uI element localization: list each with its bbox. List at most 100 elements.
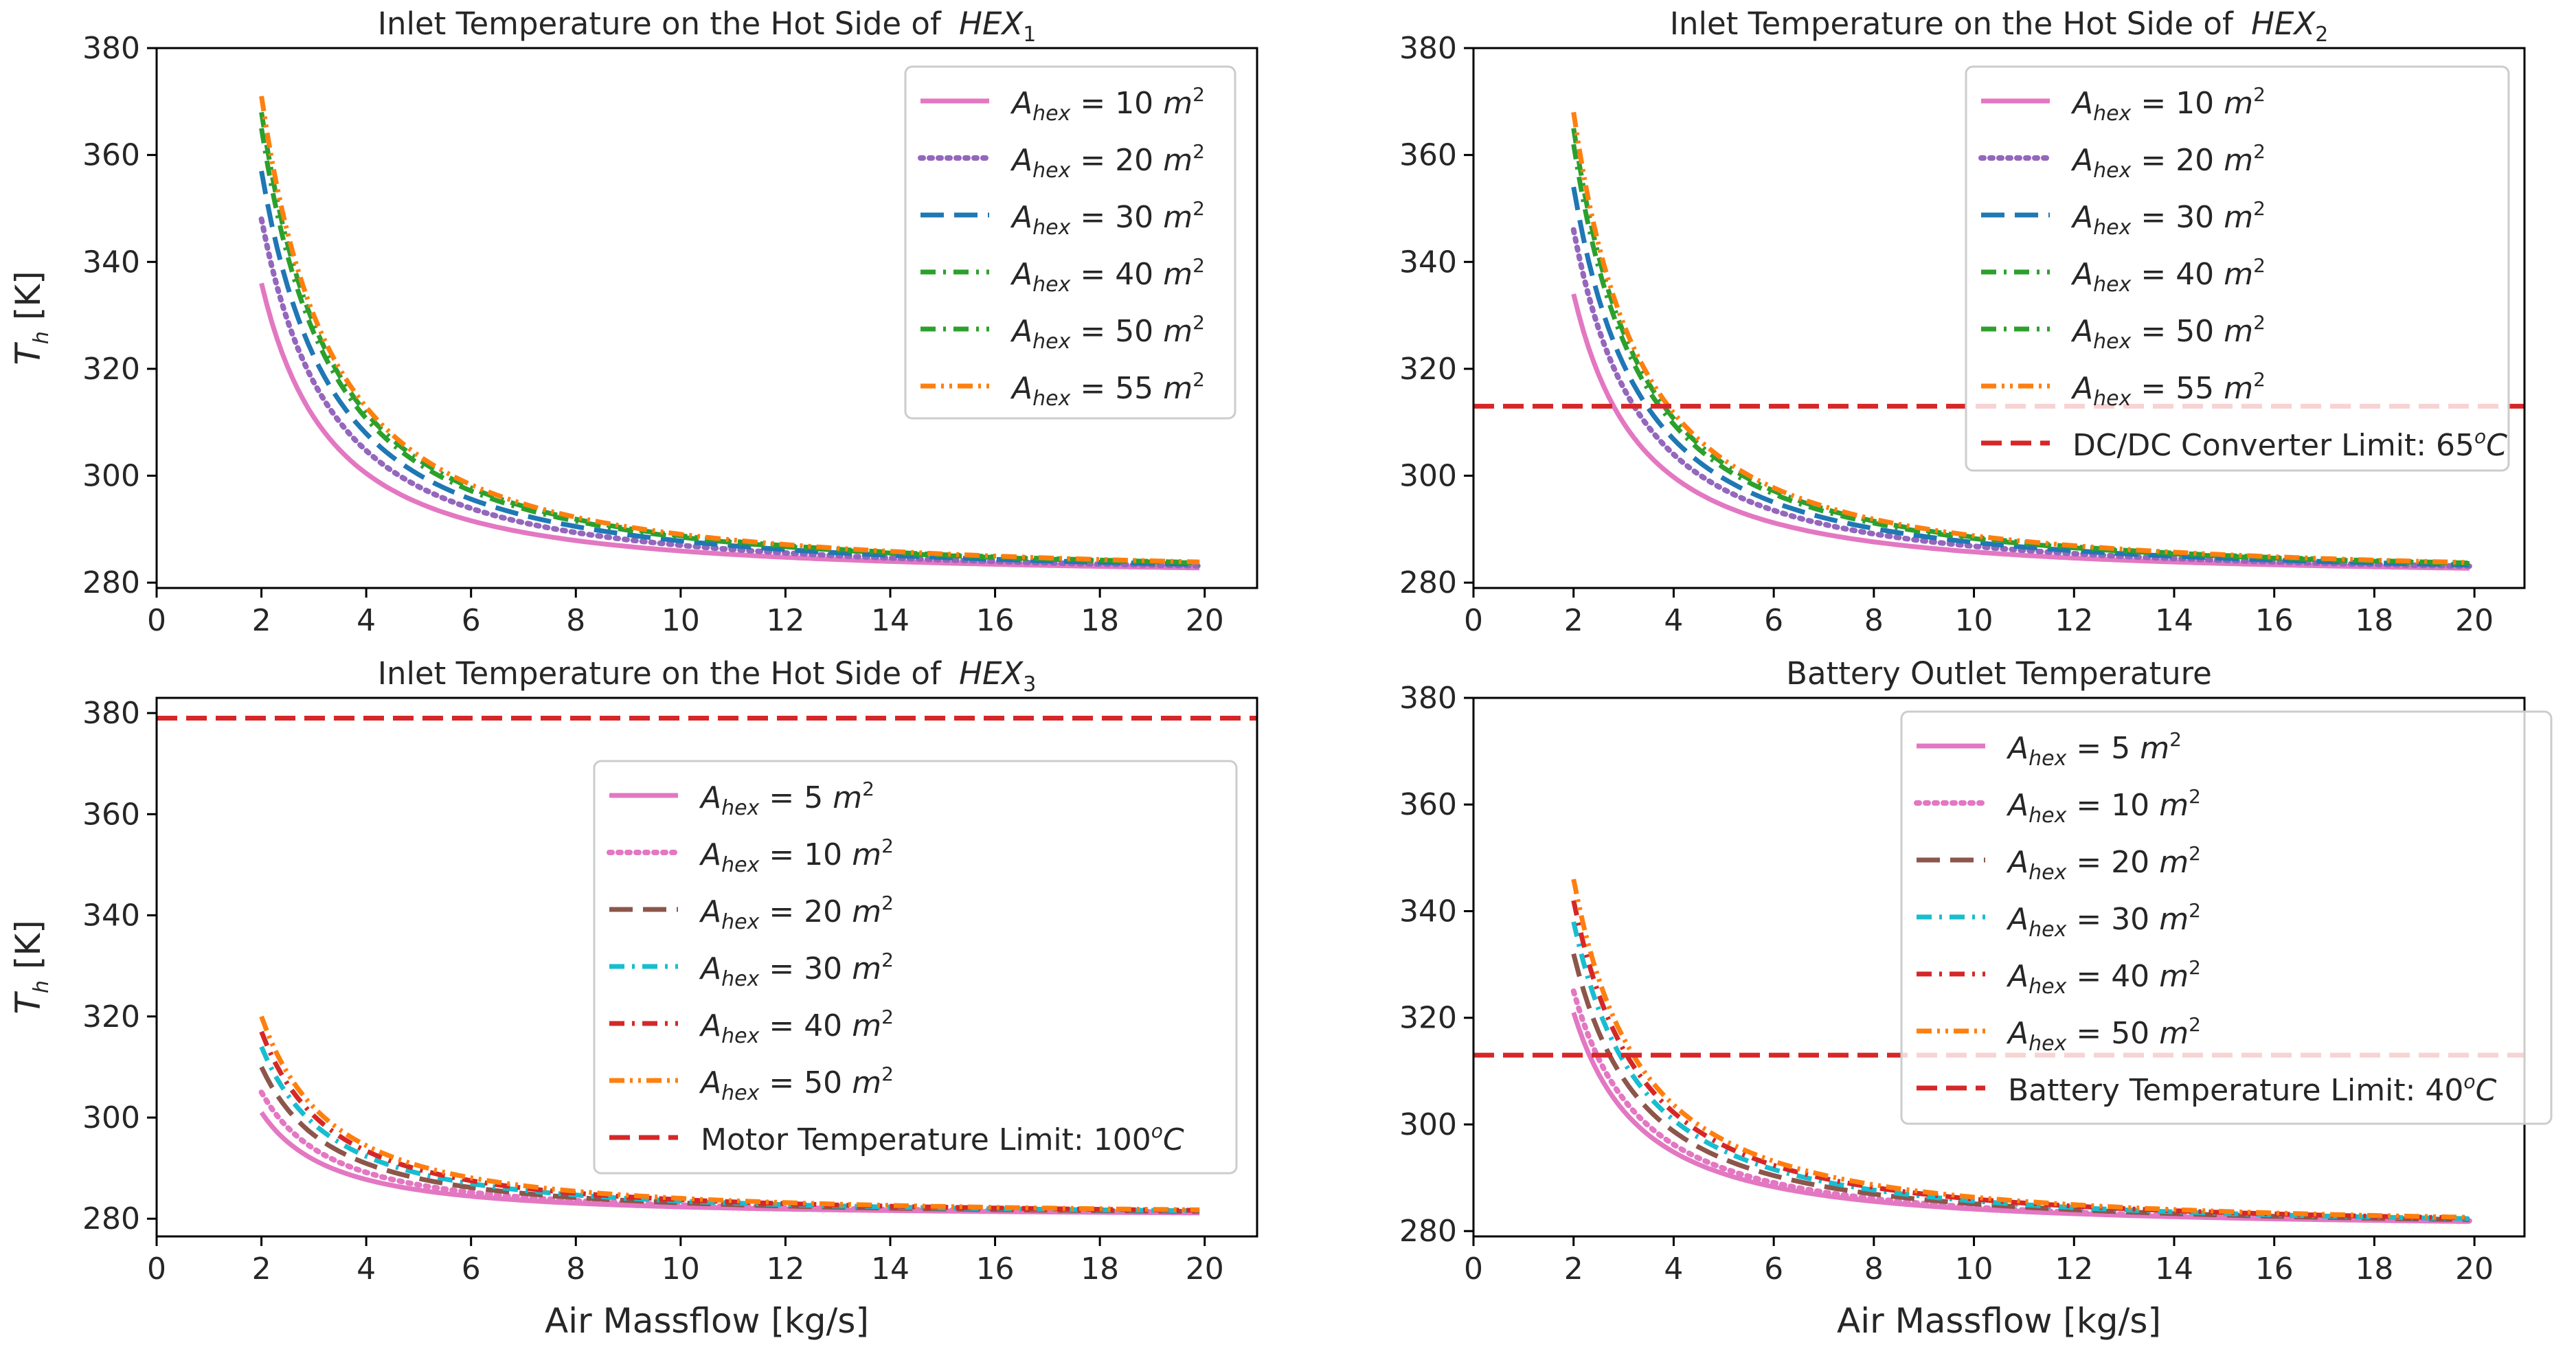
x-tick-label: 12 — [2055, 1252, 2093, 1287]
x-tick-label: 8 — [1864, 1252, 1884, 1287]
x-tick-label: 16 — [976, 1252, 1015, 1287]
panel-title: Inlet Temperature on the Hot Side of HEX… — [378, 655, 1037, 697]
legend-label: Motor Temperature Limit: 100oC — [701, 1120, 1184, 1157]
y-tick-label: 300 — [1399, 459, 1457, 494]
y-tick-label: 340 — [82, 898, 140, 933]
legend-item: Ahex = 40 m2 — [920, 254, 1205, 297]
legend-item: Ahex = 20 m2 — [918, 140, 1205, 183]
x-tick-label: 4 — [357, 603, 376, 638]
y-axis-label: Th [K] — [8, 920, 54, 1014]
legend-box — [1900, 710, 2553, 1125]
legend-item: Ahex = 30 m2 — [920, 197, 1205, 240]
x-tick-label: 20 — [1186, 1252, 1224, 1287]
y-tick-label: 340 — [82, 245, 140, 280]
x-tick-label: 12 — [2055, 603, 2093, 638]
legend-item: Ahex = 40 m2 — [609, 1006, 894, 1048]
legend-label: Ahex = 20 m2 — [699, 892, 894, 934]
x-tick-label: 0 — [147, 1252, 166, 1287]
y-tick-label: 300 — [1399, 1107, 1457, 1142]
x-tick-label: 4 — [1664, 603, 1683, 638]
axes-frame — [1472, 47, 2526, 589]
y-tick-label: 300 — [82, 1100, 140, 1135]
legend-box — [1965, 65, 2510, 472]
legend-item: Ahex = 50 m2 — [1981, 311, 2266, 354]
legend-label: Ahex = 40 m2 — [1010, 254, 1205, 297]
x-tick-label: 14 — [2155, 603, 2193, 638]
legend-item: DC/DC Converter Limit: 65oC — [1981, 425, 2507, 463]
legend-item: Battery Temperature Limit: 40oC — [1917, 1070, 2497, 1108]
chart-panel-3: 0 2 4 6 8 10 12 14 16 18 20 280 300 320 340 360 380 Inlet… — [8, 655, 1258, 1341]
legend-label: Ahex = 50 m2 — [2006, 1013, 2201, 1056]
x-tick-label: 18 — [2355, 1252, 2393, 1287]
legend-label: Ahex = 10 m2 — [2006, 785, 2201, 828]
legend-label: Battery Temperature Limit: 40oC — [2008, 1070, 2497, 1108]
y-tick-label: 340 — [1399, 245, 1457, 280]
legend-label: Ahex = 20 m2 — [2070, 140, 2266, 183]
x-tick-label: 12 — [766, 1252, 804, 1287]
x-tick-label: 8 — [566, 603, 585, 638]
legend: Ahex = 10 m2 Ahex = 20 m2 Ahex = 30 m2 Ahex… — [904, 65, 1236, 420]
x-tick-label: 10 — [662, 1252, 700, 1287]
legend: Ahex = 10 m2 Ahex = 20 m2 Ahex = 30 m2 Ahex… — [1965, 65, 2510, 472]
axes-frame — [155, 697, 1258, 1238]
series-line-50 — [1571, 879, 2470, 1220]
series-line-10 — [1570, 988, 2472, 1224]
legend-label: Ahex = 20 m2 — [1010, 140, 1205, 183]
legend-item: Ahex = 55 m2 — [920, 368, 1205, 411]
y-tick-label: 380 — [1399, 31, 1457, 66]
x-tick-label: 0 — [1464, 1252, 1483, 1287]
legend-item: Ahex = 40 m2 — [1917, 956, 2201, 999]
legend: Ahex = 5 m2 Ahex = 10 m2 Ahex = 20 m2 Ahex … — [593, 760, 1238, 1175]
x-tick-label: 8 — [566, 1252, 585, 1287]
y-tick-label: 320 — [1399, 1001, 1457, 1036]
y-tick-label: 360 — [82, 797, 140, 832]
legend-label: Ahex = 5 m2 — [2006, 728, 2182, 771]
legend-item: Ahex = 10 m2 — [920, 83, 1205, 126]
y-tick-label: 300 — [82, 459, 140, 494]
legend-item: Ahex = 10 m2 — [1981, 83, 2266, 126]
chart-panel-2: 0 2 4 6 8 10 12 14 16 18 20 280 300 320 340 360 380 Inlet… — [1399, 5, 2526, 638]
legend-item: Motor Temperature Limit: 100oC — [609, 1120, 1184, 1157]
panel-title: Battery Outlet Temperature — [1786, 655, 2212, 692]
chart-panel-1: 0 2 4 6 8 10 12 14 16 18 20 280 300 320 340 360 380 Inlet… — [8, 5, 1258, 638]
series-line-40 — [1571, 900, 2470, 1221]
y-tick-label: 280 — [82, 1201, 140, 1236]
x-tick-label: 16 — [976, 603, 1015, 638]
legend-item: Ahex = 30 m2 — [609, 949, 894, 991]
legend-item: Ahex = 55 m2 — [1981, 368, 2266, 411]
x-tick-label: 10 — [1955, 603, 1993, 638]
y-tick-label: 320 — [1399, 352, 1457, 387]
y-tick-label: 280 — [1399, 1214, 1457, 1249]
legend-label: Ahex = 50 m2 — [2070, 311, 2266, 354]
x-tick-label: 8 — [1864, 603, 1884, 638]
y-tick-label: 280 — [1399, 565, 1457, 600]
x-tick-label: 2 — [1564, 603, 1583, 638]
legend-item: Ahex = 30 m2 — [1981, 197, 2266, 240]
series-line-40 — [259, 128, 1200, 566]
x-tick-label: 18 — [1081, 603, 1119, 638]
series-line-30 — [1571, 186, 2470, 567]
legend-item: Ahex = 20 m2 — [1917, 842, 2201, 885]
y-tick-label: 380 — [82, 696, 140, 731]
legend-label: Ahex = 50 m2 — [1010, 311, 1205, 354]
x-tick-label: 14 — [871, 603, 909, 638]
y-tick-label: 340 — [1399, 894, 1457, 929]
x-tick-label: 20 — [2455, 603, 2494, 638]
legend-item: Ahex = 50 m2 — [1917, 1013, 2201, 1056]
x-tick-label: 10 — [662, 603, 700, 638]
series-line-40 — [1571, 144, 2470, 566]
series-line-55 — [259, 95, 1200, 565]
legend-label: Ahex = 10 m2 — [699, 835, 894, 877]
x-tick-label: 2 — [1564, 1252, 1583, 1287]
legend-label: Ahex = 55 m2 — [2070, 368, 2266, 411]
legend-label: Ahex = 30 m2 — [1010, 197, 1205, 240]
legend-label: Ahex = 10 m2 — [1010, 83, 1205, 126]
legend-box — [593, 760, 1238, 1175]
legend-label: Ahex = 40 m2 — [699, 1006, 894, 1048]
legend: Ahex = 5 m2 Ahex = 10 m2 Ahex = 20 m2 Ahex … — [1900, 710, 2553, 1125]
x-tick-label: 10 — [1955, 1252, 1993, 1287]
y-tick-label: 280 — [82, 565, 140, 600]
x-tick-label: 4 — [1664, 1252, 1683, 1287]
x-tick-label: 4 — [357, 1252, 376, 1287]
